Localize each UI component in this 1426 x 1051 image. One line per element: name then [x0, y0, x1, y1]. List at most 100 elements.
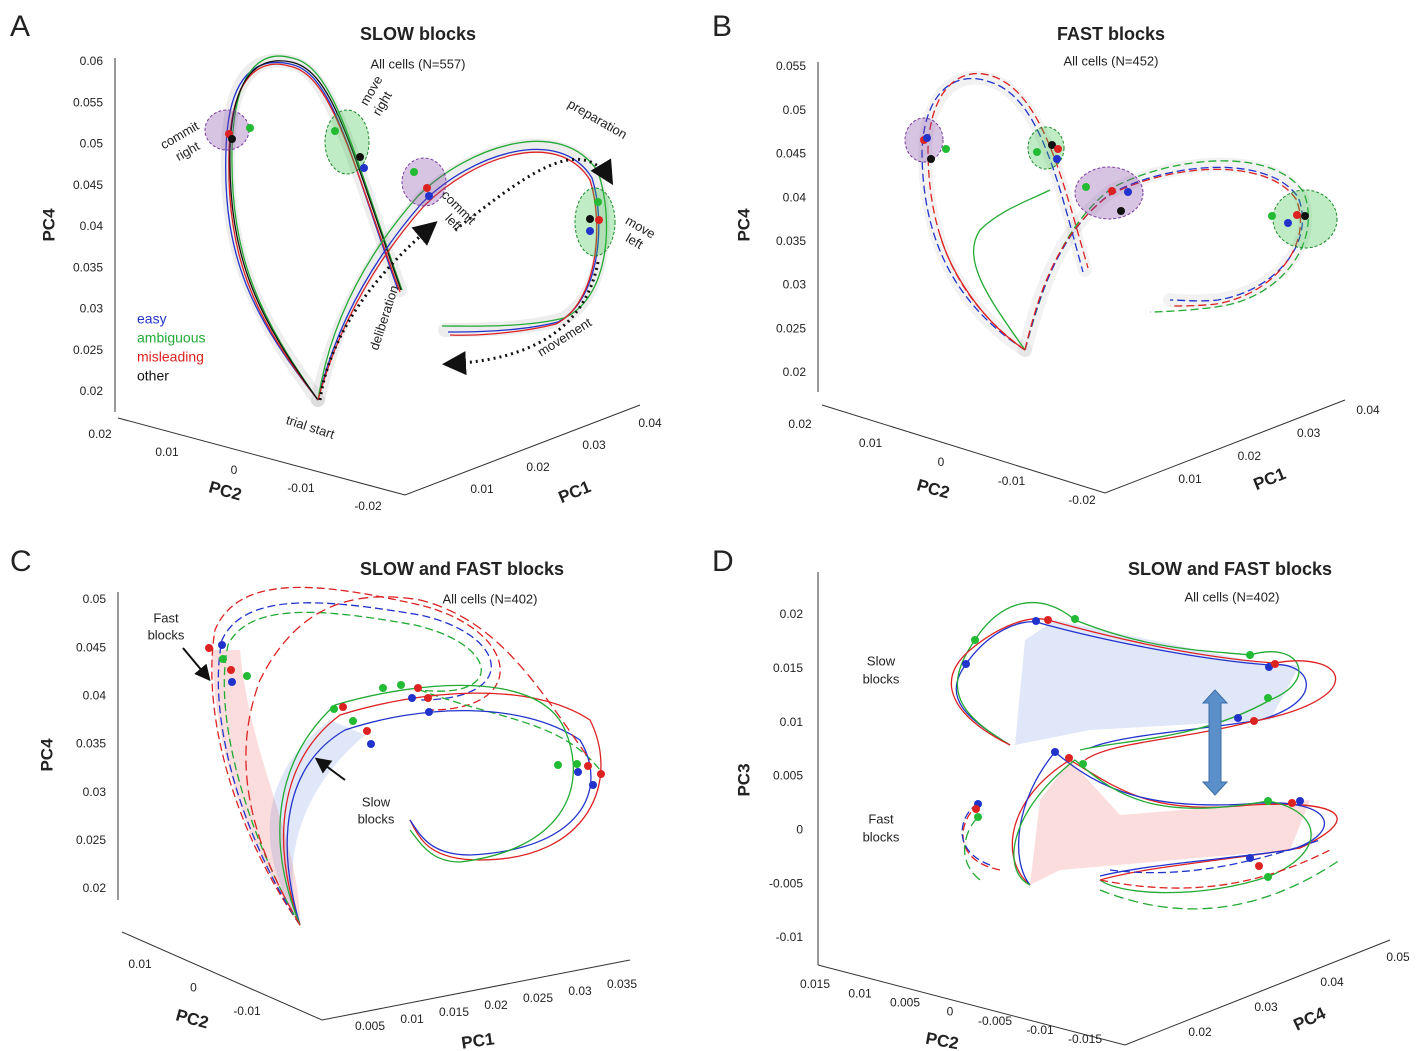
panel-title: SLOW and FAST blocks	[360, 559, 564, 579]
tick-label: -0.01	[1026, 1023, 1054, 1037]
tick-label: -0.01	[998, 474, 1026, 488]
axis-label: PC2	[174, 1006, 211, 1033]
tick-label: 0.04	[638, 416, 662, 430]
tick-label: -0.01	[287, 481, 315, 495]
tick-label: -0.02	[1068, 493, 1096, 507]
tick-label: 0.01	[780, 715, 804, 729]
tick-label: 0.03	[1297, 426, 1321, 440]
tick-label: 0.035	[73, 260, 103, 274]
panel-a-trajectories	[204, 53, 616, 407]
tick-label: 0.005	[773, 769, 803, 783]
tick-label: 0.02	[1188, 1025, 1212, 1039]
axis-label: PC2	[915, 476, 952, 503]
axis-label: PC1	[556, 477, 594, 507]
tick-label: -0.01	[776, 930, 804, 944]
tick-label: 0.015	[773, 661, 803, 675]
annotation: blocks	[148, 627, 185, 642]
tick-label: -0.005	[769, 876, 803, 890]
tick-label: 0.015	[439, 1005, 469, 1019]
tick-label: 0.02	[1238, 449, 1262, 463]
axis-label: PC4	[37, 738, 56, 772]
tick-label: 0.04	[1320, 975, 1344, 989]
tick-label: -0.015	[1068, 1032, 1102, 1046]
tick-label: 0.02	[83, 881, 107, 895]
panel-d-trajectories	[950, 601, 1341, 910]
tick-label: 0	[947, 1005, 954, 1019]
panel-subtitle: All cells (N=557)	[370, 56, 465, 71]
annotation: trial start	[284, 412, 336, 442]
tick-label: 0	[938, 455, 945, 469]
panel-letter: C	[10, 545, 32, 578]
tick-label: 0	[796, 823, 803, 837]
tick-label: 0.045	[76, 640, 106, 654]
annotation: preparation	[565, 96, 629, 142]
tick-label: 0.02	[526, 460, 550, 474]
axes	[114, 58, 1391, 1046]
panel-letter: D	[712, 545, 734, 578]
tick-label: 0.03	[568, 984, 592, 998]
tick-label: 0.06	[80, 54, 104, 68]
tick-label: 0.035	[76, 737, 106, 751]
tick-label: 0.01	[155, 445, 179, 459]
tick-label: 0.055	[73, 95, 103, 109]
tick-label: 0.035	[776, 234, 806, 248]
panel-title: SLOW and FAST blocks	[1128, 559, 1332, 579]
axis-label: PC1	[1251, 464, 1289, 494]
annotation: Fast	[868, 811, 894, 826]
panel-subtitle: All cells (N=402)	[1184, 589, 1279, 604]
tick-label: 0.03	[1254, 1000, 1278, 1014]
tick-label: -0.02	[354, 499, 382, 513]
tick-label: 0.045	[776, 147, 806, 161]
legend-entry: ambiguous	[137, 330, 206, 346]
panel-letter: B	[712, 10, 732, 43]
tick-label: 0.01	[1178, 472, 1202, 486]
panel-letter: A	[10, 10, 30, 43]
tick-label: 0.02	[780, 607, 804, 621]
annotation: blocks	[863, 671, 900, 686]
tick-label: 0.04	[1356, 403, 1380, 417]
tick-label: 0.03	[83, 785, 107, 799]
annotation: Slow	[867, 653, 896, 668]
panel-title: FAST blocks	[1057, 24, 1165, 44]
legend-entry: other	[137, 368, 169, 384]
axis-label: PC4	[1291, 1003, 1329, 1034]
tick-label: 0.05	[80, 137, 104, 151]
annotation: deliberation	[366, 283, 401, 352]
tick-label: 0.015	[800, 977, 830, 991]
tick-label: 0.02	[783, 365, 807, 379]
axis-label: PC3	[734, 763, 753, 796]
axis-label: PC4	[39, 208, 58, 242]
tick-label: 0.045	[73, 178, 103, 192]
tick-label: 0.03	[582, 438, 606, 452]
tick-label: 0.01	[848, 986, 872, 1000]
tick-label: 0.02	[80, 384, 104, 398]
tick-label: 0.055	[776, 59, 806, 73]
tick-label: 0.01	[859, 436, 883, 450]
annotation: blocks	[863, 829, 900, 844]
legend-entry: easy	[137, 311, 167, 327]
tick-label: 0.01	[128, 957, 152, 971]
tick-label: 0	[231, 463, 238, 477]
axis-label: PC2	[924, 1029, 960, 1051]
panel-subtitle: All cells (N=452)	[1063, 53, 1158, 68]
tick-label: 0.005	[890, 996, 920, 1010]
annotation: blocks	[358, 811, 395, 826]
annotation: Slow	[362, 794, 391, 809]
tick-label: 0.03	[80, 302, 104, 316]
tick-label: 0.025	[523, 991, 553, 1005]
panel-title: SLOW blocks	[360, 24, 476, 44]
tick-label: 0.02	[88, 427, 112, 441]
tick-label: 0.025	[73, 343, 103, 357]
tick-label: 0.025	[76, 833, 106, 847]
axis-label: PC1	[460, 1029, 495, 1051]
tick-label: 0.04	[83, 689, 107, 703]
tick-label: -0.005	[978, 1014, 1012, 1028]
annotation: Fast	[153, 610, 179, 625]
tick-label: -0.01	[233, 1004, 261, 1018]
tick-label: 0.02	[788, 417, 812, 431]
legend-entry: misleading	[137, 349, 204, 365]
tick-label: 0.05	[83, 592, 107, 606]
tick-label: 0.04	[80, 219, 104, 233]
tick-label: 0	[190, 981, 197, 995]
